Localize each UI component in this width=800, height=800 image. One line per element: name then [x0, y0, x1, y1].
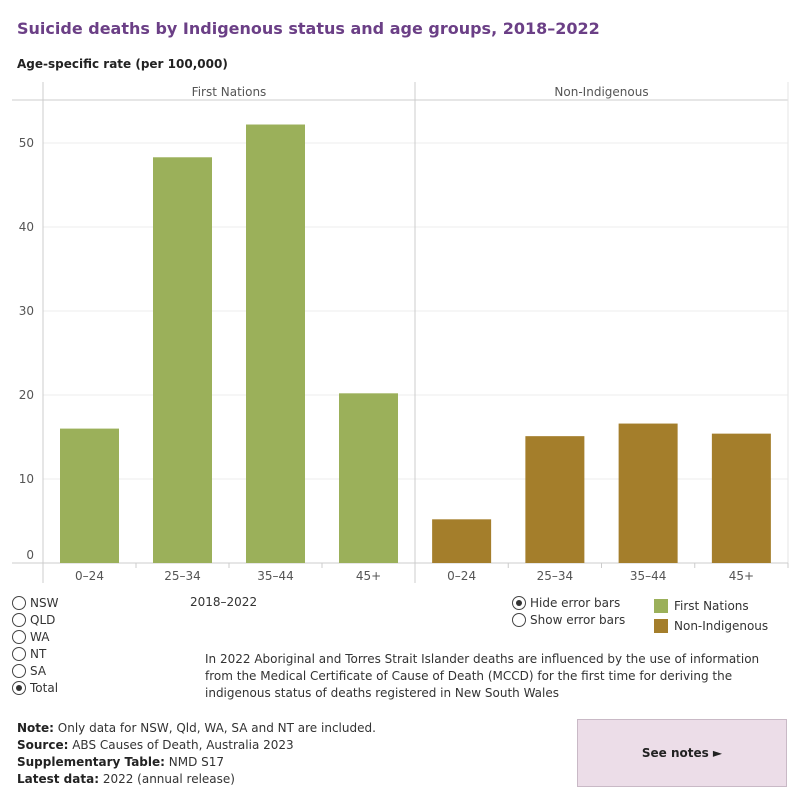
see-notes-button[interactable]: See notes ► [577, 719, 787, 787]
x-tick-label: 45+ [356, 569, 381, 583]
y-tick-label: 30 [19, 304, 34, 318]
state-option-total[interactable]: Total [12, 679, 58, 696]
state-option-nt[interactable]: NT [12, 645, 58, 662]
radio-hide-icon [512, 595, 526, 610]
note-line: Note: Only data for NSW, Qld, WA, SA and… [17, 721, 376, 735]
x-tick-label: 35–44 [630, 569, 667, 583]
y-tick-label: 50 [19, 136, 34, 150]
radio-show-icon [512, 612, 526, 627]
x-tick-label: 25–34 [537, 569, 574, 583]
legend: First Nations Non-Indigenous [654, 596, 768, 636]
bar-non-indigenous-2 [618, 423, 678, 563]
x-tick-label: 0–24 [75, 569, 104, 583]
x-tick-label: 25–34 [164, 569, 201, 583]
footnote: In 2022 Aboriginal and Torres Strait Isl… [205, 652, 760, 700]
y-tick-label: 40 [19, 220, 34, 234]
legend-item-non-indigenous: Non-Indigenous [654, 616, 768, 636]
bar-non-indigenous-0 [432, 519, 492, 563]
chart-title: Suicide deaths by Indigenous status and … [17, 19, 600, 38]
bars [60, 124, 771, 563]
state-option-sa[interactable]: SA [12, 662, 58, 679]
hide-error-bars-option[interactable]: Hide error bars [512, 594, 625, 611]
radio-nsw-icon [12, 595, 26, 610]
x-tick-label: 0–24 [447, 569, 476, 583]
radio-qld-icon [12, 612, 26, 627]
legend-item-first-nations: First Nations [654, 596, 768, 616]
bar-non-indigenous-1 [525, 436, 585, 563]
y-tick-label: 20 [19, 388, 34, 402]
y-axis-ticks: 0 10 20 30 40 50 [19, 136, 34, 562]
state-option-nsw[interactable]: NSW [12, 594, 58, 611]
radio-nt-icon [12, 646, 26, 661]
state-filter: NSW QLD WA NT SA Total [12, 594, 58, 696]
state-option-qld[interactable]: QLD [12, 611, 58, 628]
bar-non-indigenous-3 [711, 433, 771, 563]
y-tick-label: 10 [19, 472, 34, 486]
latest-data-line: Latest data: 2022 (annual release) [17, 772, 235, 786]
x-axis-ticks: 0–24 25–34 35–44 45+ 0–24 25–34 35–44 45+ [75, 563, 789, 583]
panel-header-first-nations: First Nations [192, 85, 267, 99]
period-label: 2018–2022 [190, 595, 258, 609]
legend-swatch-non-indigenous [654, 619, 668, 633]
source-line: Source: ABS Causes of Death, Australia 2… [17, 738, 294, 752]
y-axis-title: Age-specific rate (per 100,000) [17, 57, 228, 71]
y-tick-label: 0 [26, 548, 34, 562]
bar-first-nations-3 [339, 393, 398, 563]
x-tick-label: 35–44 [257, 569, 294, 583]
radio-total-icon [12, 680, 26, 695]
radio-sa-icon [12, 663, 26, 678]
x-tick-label: 45+ [729, 569, 754, 583]
state-option-wa[interactable]: WA [12, 628, 58, 645]
bar-first-nations-0 [60, 428, 119, 563]
show-error-bars-option[interactable]: Show error bars [512, 611, 625, 628]
error-bar-toggle: Hide error bars Show error bars [512, 594, 625, 628]
notes-block: Note: Only data for NSW, Qld, WA, SA and… [17, 720, 376, 788]
bar-first-nations-1 [153, 157, 212, 563]
bar-first-nations-2 [246, 124, 305, 563]
legend-swatch-first-nations [654, 599, 668, 613]
radio-wa-icon [12, 629, 26, 644]
bar-chart: First Nations Non-Indigenous 01020304050 … [12, 82, 789, 583]
supplementary-line: Supplementary Table: NMD S17 [17, 755, 225, 769]
panel-header-non-indigenous: Non-Indigenous [554, 85, 648, 99]
